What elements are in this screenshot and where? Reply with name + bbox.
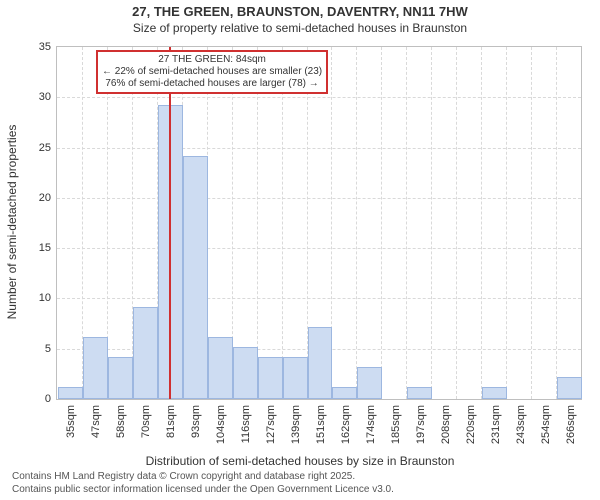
- callout-line: ← 22% of semi-detached houses are smalle…: [102, 66, 322, 78]
- bar: [133, 307, 158, 400]
- gridline-v: [531, 47, 532, 399]
- bar: [83, 337, 108, 399]
- gridline-h: [57, 298, 581, 299]
- bar: [332, 387, 357, 399]
- bar: [208, 337, 233, 399]
- x-tick-label: 220sqm: [465, 405, 477, 444]
- footnote-line: Contains HM Land Registry data © Crown c…: [12, 470, 394, 483]
- chart-container: 27, THE GREEN, BRAUNSTON, DAVENTRY, NN11…: [0, 4, 600, 500]
- gridline-v: [456, 47, 457, 399]
- x-tick-label: 162sqm: [340, 405, 352, 444]
- y-tick-label: 15: [39, 242, 51, 254]
- x-tick-label: 139sqm: [290, 405, 302, 444]
- gridline-v: [506, 47, 507, 399]
- y-tick-label: 0: [45, 393, 51, 405]
- bar: [407, 387, 432, 399]
- property-callout: 27 THE GREEN: 84sqm← 22% of semi-detache…: [96, 50, 328, 94]
- bar: [183, 156, 208, 399]
- gridline-v: [381, 47, 382, 399]
- chart-title: 27, THE GREEN, BRAUNSTON, DAVENTRY, NN11…: [0, 4, 600, 19]
- y-tick-label: 20: [39, 192, 51, 204]
- y-tick-label: 10: [39, 292, 51, 304]
- x-tick-label: 93sqm: [190, 405, 202, 438]
- bar: [283, 357, 308, 399]
- y-axis-label: Number of semi-detached properties: [5, 125, 19, 320]
- y-tick-label: 25: [39, 142, 51, 154]
- bar: [357, 367, 382, 399]
- x-tick-label: 116sqm: [240, 405, 252, 443]
- x-tick-label: 243sqm: [515, 405, 527, 444]
- x-tick-label: 254sqm: [540, 405, 552, 444]
- x-tick-label: 197sqm: [415, 405, 427, 444]
- bar: [108, 357, 133, 399]
- gridline-h: [57, 148, 581, 149]
- x-tick-label: 231sqm: [490, 405, 502, 444]
- x-tick-label: 185sqm: [390, 405, 402, 444]
- x-tick-label: 151sqm: [315, 405, 327, 444]
- bar: [482, 387, 507, 399]
- gridline-v: [406, 47, 407, 399]
- x-tick-label: 266sqm: [565, 405, 577, 444]
- x-tick-label: 58sqm: [115, 405, 127, 438]
- gridline-h: [57, 97, 581, 98]
- chart-subtitle: Size of property relative to semi-detach…: [0, 21, 600, 35]
- x-tick-label: 70sqm: [140, 405, 152, 438]
- y-tick-label: 30: [39, 91, 51, 103]
- footnote: Contains HM Land Registry data © Crown c…: [12, 470, 394, 496]
- x-tick-label: 35sqm: [65, 405, 77, 438]
- plot-area: 0510152025303535sqm47sqm58sqm70sqm81sqm9…: [56, 46, 582, 400]
- gridline-v: [556, 47, 557, 399]
- gridline-v: [282, 47, 283, 399]
- gridline-v: [356, 47, 357, 399]
- property-marker-line: [169, 47, 171, 399]
- bar: [557, 377, 582, 399]
- bar: [258, 357, 283, 399]
- x-axis-label: Distribution of semi-detached houses by …: [0, 454, 600, 468]
- x-tick-label: 81sqm: [165, 405, 177, 438]
- y-tick-label: 35: [39, 41, 51, 53]
- footnote-line: Contains public sector information licen…: [12, 483, 394, 496]
- gridline-h: [57, 248, 581, 249]
- bar: [308, 327, 333, 399]
- y-tick-label: 5: [45, 343, 51, 355]
- gridline-v: [481, 47, 482, 399]
- bar: [233, 347, 258, 399]
- callout-line: 27 THE GREEN: 84sqm: [102, 54, 322, 66]
- callout-line: 76% of semi-detached houses are larger (…: [102, 78, 322, 90]
- x-tick-label: 174sqm: [365, 405, 377, 444]
- gridline-h: [57, 198, 581, 199]
- bar: [58, 387, 83, 399]
- x-tick-label: 127sqm: [265, 405, 277, 444]
- gridline-v: [431, 47, 432, 399]
- x-tick-label: 104sqm: [215, 405, 227, 444]
- x-tick-label: 47sqm: [90, 405, 102, 438]
- x-tick-label: 208sqm: [440, 405, 452, 444]
